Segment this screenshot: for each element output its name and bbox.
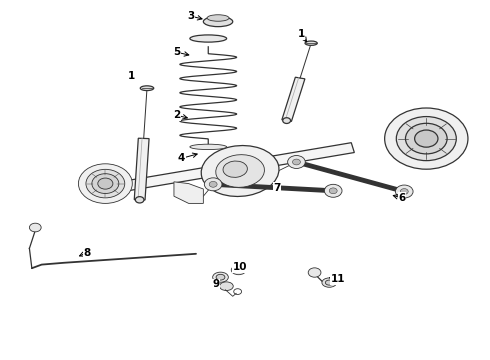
Circle shape bbox=[98, 178, 113, 189]
Circle shape bbox=[78, 164, 132, 203]
Ellipse shape bbox=[190, 144, 226, 150]
Ellipse shape bbox=[207, 15, 229, 21]
Circle shape bbox=[86, 169, 125, 198]
Ellipse shape bbox=[213, 272, 228, 282]
Ellipse shape bbox=[305, 41, 318, 45]
Ellipse shape bbox=[220, 282, 233, 291]
Polygon shape bbox=[134, 138, 149, 200]
Circle shape bbox=[395, 185, 413, 198]
Ellipse shape bbox=[216, 155, 265, 187]
Circle shape bbox=[135, 197, 144, 203]
Circle shape bbox=[324, 184, 342, 197]
Ellipse shape bbox=[231, 265, 246, 275]
Circle shape bbox=[385, 108, 468, 169]
Circle shape bbox=[406, 123, 447, 154]
Ellipse shape bbox=[190, 35, 226, 42]
Circle shape bbox=[396, 117, 456, 161]
Text: 3: 3 bbox=[188, 11, 195, 21]
Circle shape bbox=[92, 174, 119, 194]
Text: 5: 5 bbox=[173, 47, 180, 57]
Text: 9: 9 bbox=[212, 279, 219, 289]
Circle shape bbox=[209, 181, 217, 187]
Ellipse shape bbox=[140, 86, 154, 91]
Text: 8: 8 bbox=[84, 248, 91, 258]
Polygon shape bbox=[282, 77, 305, 121]
Ellipse shape bbox=[203, 17, 233, 27]
Ellipse shape bbox=[201, 145, 279, 197]
Text: 1: 1 bbox=[298, 29, 305, 39]
Polygon shape bbox=[106, 143, 354, 194]
Text: 7: 7 bbox=[273, 183, 281, 193]
Ellipse shape bbox=[235, 267, 243, 273]
Circle shape bbox=[283, 118, 291, 123]
Ellipse shape bbox=[216, 274, 225, 280]
Text: 10: 10 bbox=[233, 262, 247, 272]
Circle shape bbox=[288, 156, 305, 168]
Text: 11: 11 bbox=[331, 274, 345, 284]
Ellipse shape bbox=[322, 278, 337, 287]
Polygon shape bbox=[174, 182, 203, 203]
Circle shape bbox=[293, 159, 300, 165]
Circle shape bbox=[400, 189, 408, 194]
Circle shape bbox=[29, 223, 41, 232]
Text: 1: 1 bbox=[128, 71, 135, 81]
Text: 2: 2 bbox=[173, 110, 180, 120]
Circle shape bbox=[204, 178, 222, 191]
Ellipse shape bbox=[325, 280, 333, 285]
Circle shape bbox=[415, 130, 438, 147]
Circle shape bbox=[329, 188, 337, 194]
Ellipse shape bbox=[223, 161, 247, 177]
Text: 4: 4 bbox=[177, 153, 185, 163]
Text: 6: 6 bbox=[398, 193, 405, 203]
Circle shape bbox=[308, 268, 321, 277]
